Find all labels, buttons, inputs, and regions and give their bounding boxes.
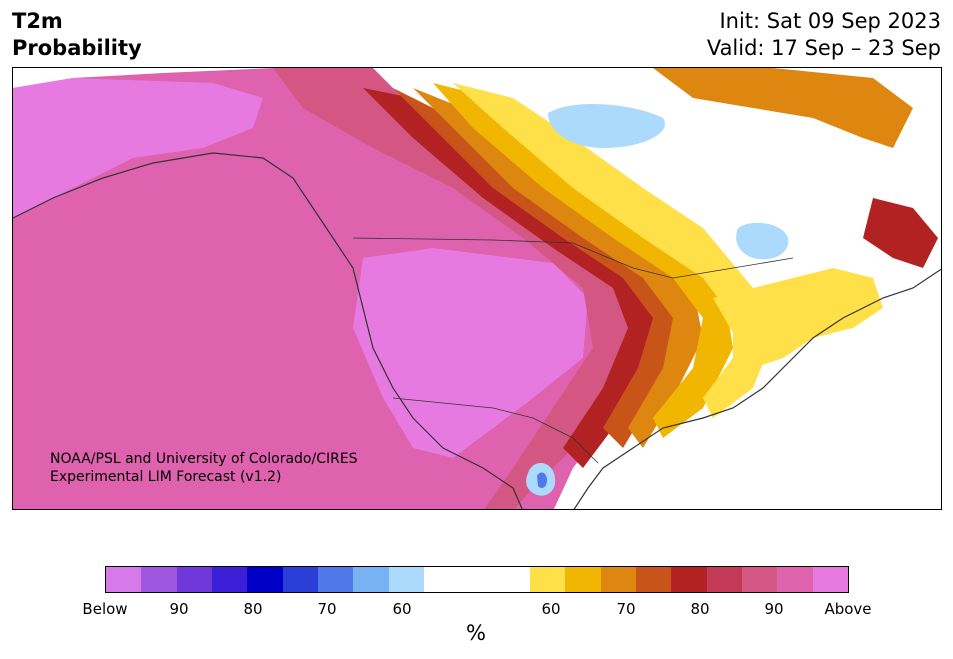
title-line-2: Probability [12,36,142,60]
colorbar-segment [176,567,212,592]
init-date: Init: Sat 09 Sep 2023 [719,9,941,33]
colorbar-tick-label: 90 [764,600,784,618]
coastline [13,152,941,509]
colorbar-segment [812,567,848,592]
title-line-1: T2m [12,9,63,33]
above-region-west-us [353,248,588,458]
colorbar-tick-label: Below [82,600,128,618]
colorbar-segment [247,567,283,592]
colorbar-segment [635,567,672,592]
colorbar-tick-label: 90 [169,600,189,618]
above-65-band [433,83,733,438]
colorbar-tick-label: 70 [317,600,337,618]
maritimes-above-region [863,198,938,268]
colorbar-segment [671,567,707,592]
colorbar-segment [777,567,813,592]
colorbar-segment [106,567,142,592]
colorbar-segment [741,567,778,592]
above-region-alaska [13,78,263,218]
colorbar-segment [211,567,248,592]
colorbar-segment [388,567,424,592]
above-70-band [413,88,703,448]
probability-map [13,68,941,509]
colorbar-segment [282,567,318,592]
colorbar-segment [706,567,742,592]
colorbar-tick-label: 80 [690,600,710,618]
colorbar-segment [353,567,389,592]
northeast-above-region [713,268,883,368]
colorbar-tick-label: 70 [616,600,636,618]
credit-line-1: NOAA/PSL and University of Colorado/CIRE… [50,451,358,467]
colorbar [105,566,849,593]
above-80-band [363,88,663,468]
mexico-cold-spot-core [537,472,547,488]
map-panel: NOAA/PSL and University of Colorado/CIRE… [12,67,942,510]
colorbar-segment [141,567,177,592]
canada-east-above-region [653,68,913,148]
hudson-bay-below-region [548,103,665,148]
above-75-band [393,88,678,448]
colorbar-segment [317,567,354,592]
us-mexico-border [392,397,599,464]
colorbar-segment [565,567,601,592]
credit-line-2: Experimental LIM Forecast (v1.2) [50,469,282,485]
colorbar-tick-label: 80 [243,600,263,618]
colorbar-segment [529,567,566,592]
colorbar-tick-label: 60 [541,600,561,618]
colorbar-segment [423,567,530,592]
forecast-dates: Init: Sat 09 Sep 2023 Valid: 17 Sep – 23… [707,8,941,62]
credit-text: NOAA/PSL and University of Colorado/CIRE… [50,450,358,486]
colorbar-tick-label: 60 [392,600,412,618]
map-title: T2m Probability [12,8,142,62]
quebec-below-region [736,222,789,260]
colorbar-unit: % [466,621,486,645]
valid-date: Valid: 17 Sep – 23 Sep [706,36,941,60]
us-canada-border [352,237,794,279]
colorbar-tick-label: Above [824,600,872,618]
above-60-band [453,83,773,418]
colorbar-segment [600,567,636,592]
